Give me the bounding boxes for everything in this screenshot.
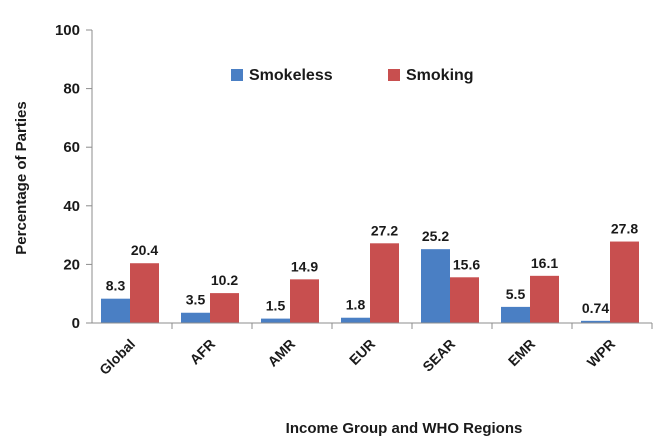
x-axis-title: Income Group and WHO Regions [286, 420, 523, 437]
bar-smokeless-emr [501, 306, 530, 323]
bar-smokeless-amr [261, 318, 290, 323]
y-tick-label: 100 [55, 22, 80, 39]
bar-smokeless-wpr [581, 320, 610, 323]
x-tick-label: SEAR [419, 336, 458, 375]
data-label: 14.9 [291, 258, 318, 274]
y-axis-title: Percentage of Parties [13, 101, 30, 254]
bar-smoking-eur [370, 243, 399, 323]
data-label: 27.8 [611, 221, 638, 237]
x-tick-label: AFR [186, 336, 218, 368]
data-label: 20.4 [131, 242, 158, 258]
data-label: 25.2 [422, 228, 449, 244]
data-label: 15.6 [453, 256, 480, 272]
data-label: 8.3 [106, 278, 126, 294]
legend-swatch-smoking [388, 69, 400, 81]
x-tick-label: EMR [505, 336, 538, 369]
bar-smoking-afr [210, 293, 239, 323]
bar-smokeless-afr [181, 312, 210, 323]
bar-smoking-global [130, 263, 159, 323]
legend-swatch-smokeless [231, 69, 243, 81]
legend-label-smokeless: Smokeless [249, 67, 333, 84]
y-tick-label: 80 [63, 81, 80, 98]
data-label: 16.1 [531, 255, 558, 271]
x-tick-label: EUR [346, 336, 378, 368]
bars-group [101, 241, 639, 323]
data-label: 5.5 [506, 286, 526, 302]
data-label: 0.74 [582, 300, 609, 316]
bar-smokeless-global [101, 298, 130, 323]
data-label: 27.2 [371, 222, 398, 238]
y-axis-ticks: 0 20 40 60 80 100 [55, 22, 92, 332]
x-tick-label: AMR [264, 336, 298, 370]
data-label: 1.8 [346, 297, 366, 313]
legend: Smokeless Smoking [231, 67, 474, 84]
data-label: 3.5 [186, 292, 206, 308]
y-tick-label: 20 [63, 256, 80, 273]
x-tick-label: WPR [584, 336, 618, 370]
x-axis-ticks: Global AFR AMR EUR SEAR EMR WPR [96, 323, 653, 378]
data-label: 1.5 [266, 298, 286, 314]
legend-label-smoking: Smoking [406, 67, 474, 84]
bar-smokeless-eur [341, 317, 370, 323]
y-tick-label: 60 [63, 139, 80, 156]
data-label: 10.2 [211, 272, 238, 288]
bar-smoking-wpr [610, 241, 639, 323]
bar-smoking-amr [290, 279, 319, 323]
bar-smoking-sear [450, 277, 479, 323]
y-tick-label: 0 [72, 315, 80, 332]
bar-smoking-emr [530, 275, 559, 323]
data-labels-group: 8.3 20.4 3.5 10.2 1.5 14.9 1.8 27.2 25.215.6 5.5 1… [106, 221, 639, 316]
bar-smokeless-sear [421, 249, 450, 323]
x-tick-label: Global [96, 336, 138, 378]
y-tick-label: 40 [63, 198, 80, 215]
